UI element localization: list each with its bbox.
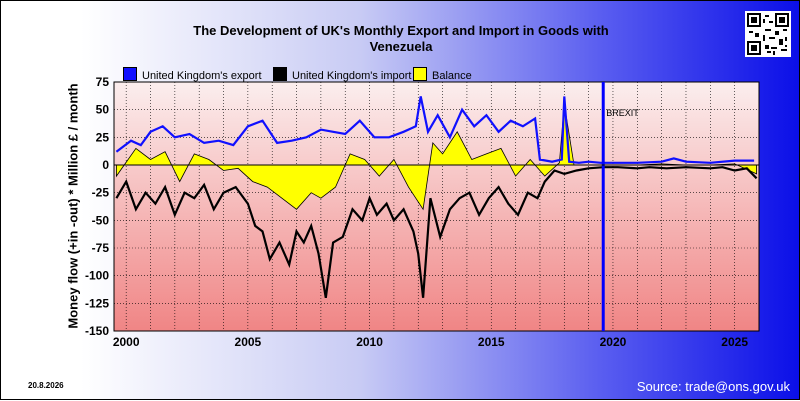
annotation-layer: BREXIT	[601, 82, 639, 331]
x-tick-label: 2000	[113, 335, 140, 349]
legend-swatch-balance	[413, 67, 427, 81]
y-tick-label: -75	[92, 241, 110, 255]
x-tick-label: 2005	[235, 335, 262, 349]
y-tick-label: -50	[92, 213, 110, 227]
legend-swatch-import	[273, 67, 287, 81]
x-tick-label: 2015	[478, 335, 505, 349]
axes: 75 50 25 0 -25 -50 -75 -100 -125 -150 2000 2005 2010…	[85, 75, 759, 349]
y-tick-label: 0	[102, 158, 109, 172]
legend-swatch-export	[123, 67, 137, 81]
brexit-label: BREXIT	[606, 108, 639, 118]
y-tick-label: -125	[85, 296, 109, 310]
source-credit: Source: trade@ons.gov.uk	[636, 379, 790, 394]
plot-background	[113, 81, 760, 332]
series-balance	[116, 104, 757, 211]
x-tick-label: 2020	[600, 335, 627, 349]
y-tick-label: 75	[96, 75, 110, 89]
legend-label-export: United Kingdom's export	[142, 70, 262, 82]
series-import	[115, 166, 758, 298]
x-tick-label: 2025	[721, 335, 748, 349]
y-tick-label: -100	[85, 269, 109, 283]
qr-code	[745, 11, 791, 57]
legend-item-import: United Kingdom's import	[273, 67, 412, 82]
x-tick-label: 2010	[356, 335, 383, 349]
series-export	[115, 96, 755, 164]
series-layer	[115, 96, 758, 298]
y-tick-label: 25	[96, 130, 110, 144]
chart-title-line2: Venezuela	[369, 39, 433, 54]
legend-item-balance: Balance	[413, 67, 472, 82]
chart-title: The Development of UK's Monthly Export a…	[193, 23, 609, 38]
y-tick-label: -25	[92, 186, 110, 200]
legend-item-export: United Kingdom's export	[123, 67, 262, 82]
y-tick-label: -150	[85, 324, 109, 338]
y-tick-label: 50	[96, 103, 110, 117]
legend-label-balance: Balance	[432, 70, 472, 82]
legend-label-import: United Kingdom's import	[292, 70, 412, 82]
date-stamp: 20.8.2026	[28, 381, 64, 390]
